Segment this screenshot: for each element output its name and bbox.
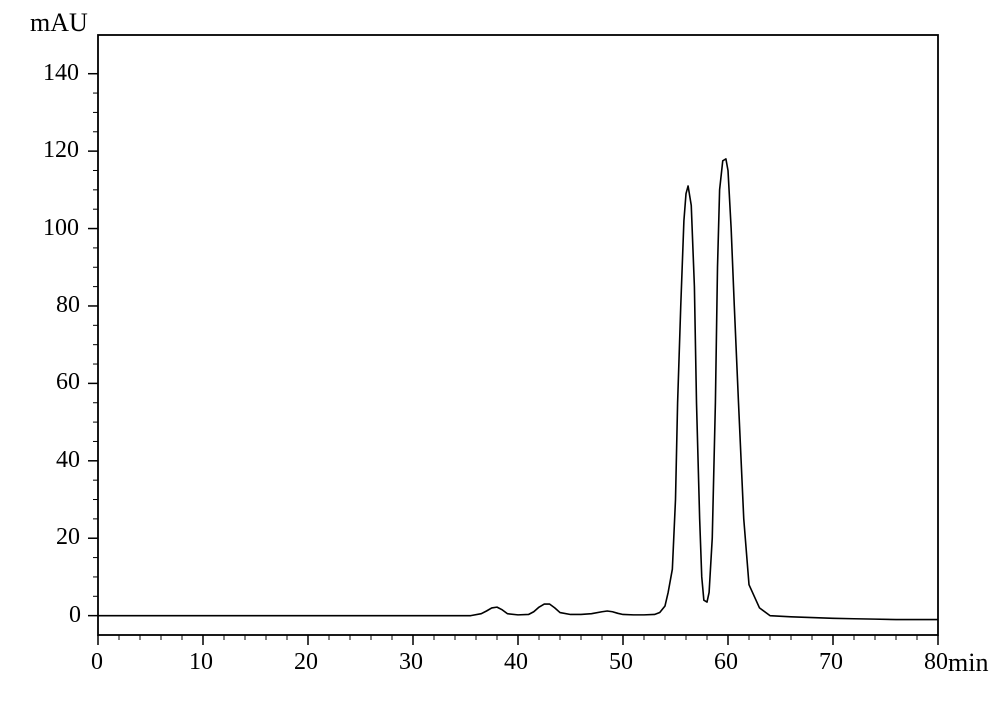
x-tick-label: 50 bbox=[609, 649, 633, 676]
chart-container: { "chart": { "type": "line", "ylabel": "… bbox=[0, 0, 1000, 711]
x-tick-label: 40 bbox=[504, 649, 528, 676]
x-tick-label: 80 bbox=[924, 649, 948, 676]
y-tick-label: 60 bbox=[56, 369, 80, 396]
y-tick-label: 140 bbox=[43, 60, 79, 87]
chromatogram-trace bbox=[98, 159, 938, 620]
y-tick-label: 120 bbox=[43, 137, 79, 164]
x-tick-label: 20 bbox=[294, 649, 318, 676]
x-tick-label: 60 bbox=[714, 649, 738, 676]
y-tick-label: 80 bbox=[56, 292, 80, 319]
x-tick-label: 10 bbox=[189, 649, 213, 676]
x-tick-label: 70 bbox=[819, 649, 843, 676]
x-tick-label: 0 bbox=[91, 649, 103, 676]
chromatogram-plot bbox=[0, 0, 1000, 711]
y-tick-label: 0 bbox=[69, 602, 81, 629]
y-tick-label: 20 bbox=[56, 524, 80, 551]
y-tick-label: 100 bbox=[43, 215, 79, 242]
y-tick-label: 40 bbox=[56, 447, 80, 474]
x-tick-label: 30 bbox=[399, 649, 423, 676]
